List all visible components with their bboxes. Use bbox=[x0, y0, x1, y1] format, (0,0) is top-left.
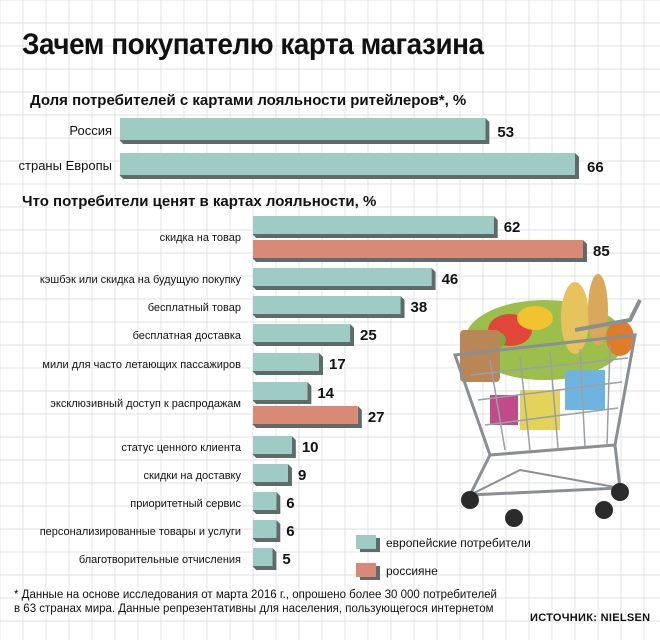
value-label: 17 bbox=[329, 356, 346, 373]
bar-share-fill bbox=[120, 153, 575, 175]
value-label: 66 bbox=[587, 159, 604, 176]
chart-legend: европейские потребители россияне bbox=[356, 535, 531, 580]
category-label: Россия bbox=[69, 123, 112, 138]
category-label: мили для часто летающих пассажиров bbox=[42, 359, 241, 371]
bar-europe bbox=[252, 520, 281, 543]
shopping-cart-illustration bbox=[452, 274, 642, 527]
category-label: скидки на доставку bbox=[144, 470, 242, 482]
value-label: 38 bbox=[411, 299, 428, 316]
loyalty-values-chart-title: Что потребители ценят в картах лояльност… bbox=[22, 193, 377, 210]
bar-europe-fill bbox=[253, 216, 494, 234]
bar-europe bbox=[252, 382, 312, 405]
legend-label: россияне bbox=[386, 564, 438, 578]
bar-europe-shadow bbox=[253, 216, 498, 238]
bar-russia-shadow bbox=[253, 240, 587, 262]
bar-europe-fill bbox=[253, 268, 432, 286]
category-label: страны Европы bbox=[19, 158, 112, 173]
bar-europe-fill bbox=[253, 520, 277, 538]
bar-russia bbox=[252, 240, 587, 263]
bar-europe bbox=[252, 548, 277, 571]
value-label: 5 bbox=[282, 551, 290, 568]
bar-europe-fill bbox=[253, 382, 308, 400]
bar-share-shadow bbox=[120, 153, 579, 179]
category-label: бесплатный товар bbox=[148, 302, 241, 314]
bar-europe-shadow bbox=[253, 520, 281, 542]
category-label: благотворительные отчисления bbox=[79, 554, 241, 566]
bar-europe bbox=[252, 353, 323, 376]
bar-europe-shadow bbox=[253, 353, 323, 375]
category-label: статус ценного клиента bbox=[121, 442, 241, 454]
bar-europe bbox=[252, 324, 355, 347]
bar-europe-shadow bbox=[253, 492, 281, 514]
bar-europe bbox=[252, 436, 296, 459]
bar-share bbox=[119, 118, 490, 145]
bar-europe bbox=[252, 216, 498, 239]
bar-share-shadow bbox=[120, 118, 490, 144]
bar-europe-fill bbox=[253, 324, 351, 342]
bar-share bbox=[119, 153, 579, 180]
bar-europe-fill bbox=[253, 492, 277, 510]
bar-europe bbox=[252, 464, 292, 487]
category-label: скидка на товар bbox=[160, 232, 241, 244]
value-label: 62 bbox=[504, 219, 521, 236]
value-label: 53 bbox=[497, 124, 514, 141]
footnote-line-2: в 63 странах мира. Данные репрезентативн… bbox=[14, 603, 494, 615]
bar-europe-shadow bbox=[253, 436, 296, 458]
bar-europe-shadow bbox=[253, 464, 292, 486]
bar-europe-fill bbox=[253, 464, 288, 482]
loyalty-share-chart-title: Доля потребителей с картами лояльности р… bbox=[30, 92, 467, 109]
bar-europe-fill bbox=[253, 353, 319, 371]
bar-europe-shadow bbox=[253, 296, 405, 318]
bar-europe-fill bbox=[253, 296, 401, 314]
value-label: 6 bbox=[286, 495, 294, 512]
bar-europe bbox=[252, 268, 436, 291]
category-label: бесплатная доставка bbox=[133, 330, 242, 342]
bar-europe-shadow bbox=[253, 268, 436, 290]
bar-europe-shadow bbox=[253, 382, 312, 404]
legend-label: европейские потребители bbox=[386, 536, 531, 550]
category-label: персонализированные товары и услуги bbox=[40, 526, 241, 538]
category-label: эксклюзивный доступ к распродажам bbox=[50, 398, 241, 410]
value-label: 27 bbox=[368, 409, 385, 426]
legend-swatch bbox=[356, 563, 376, 577]
bar-europe bbox=[252, 492, 281, 515]
bar-russia-fill bbox=[253, 406, 358, 424]
value-label: 46 bbox=[442, 271, 459, 288]
value-label: 9 bbox=[298, 467, 306, 484]
bar-russia-fill bbox=[253, 240, 583, 258]
bar-europe-fill bbox=[253, 436, 292, 454]
category-label: приоритетный сервис bbox=[130, 498, 241, 510]
source-credit: ИСТОЧНИК: NIELSEN bbox=[530, 612, 651, 624]
value-label: 6 bbox=[286, 523, 294, 540]
bar-europe bbox=[252, 296, 405, 319]
footnote-line-1: * Данные на основе исследования от марта… bbox=[14, 589, 497, 601]
value-label: 14 bbox=[317, 385, 334, 402]
legend-swatch bbox=[356, 535, 376, 549]
value-label: 10 bbox=[302, 439, 319, 456]
footnote: * Данные на основе исследования от марта… bbox=[14, 588, 534, 616]
bar-russia-shadow bbox=[253, 406, 362, 428]
category-label: кэшбэк или скидка на будущую покупку bbox=[40, 274, 242, 286]
value-label: 85 bbox=[593, 243, 610, 260]
bar-europe-shadow bbox=[253, 324, 355, 346]
bar-russia bbox=[252, 406, 362, 429]
bar-europe-fill bbox=[253, 548, 273, 566]
page-title: Зачем покупателю карта магазина bbox=[22, 28, 484, 61]
bar-share-fill bbox=[120, 118, 486, 140]
value-label: 25 bbox=[360, 327, 377, 344]
